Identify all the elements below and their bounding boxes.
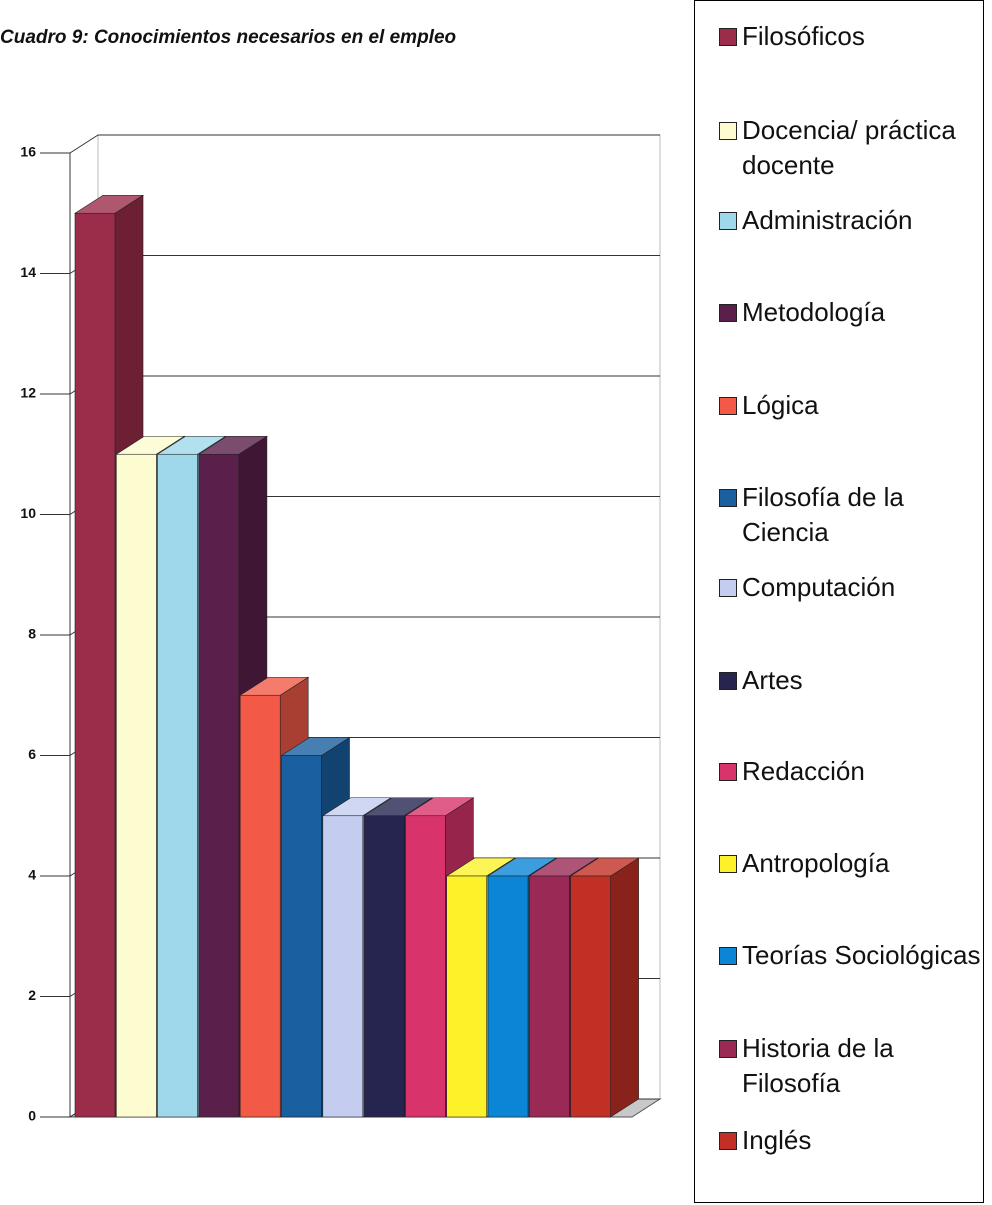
legend-swatch [719,212,737,230]
legend-label: Redacción [742,756,865,786]
legend-swatch [719,28,737,46]
bar-side [610,857,639,1118]
legend-entry: Redacción [719,754,981,789]
y-tick-label: 16 [20,144,36,160]
legend-entry: Teorías Sociológicas [719,938,981,973]
bar [239,694,281,1118]
legend-swatch [719,672,737,690]
bar [363,815,405,1118]
legend: Filosóficos Docencia/ práctica docente Adm… [694,0,984,1203]
y-tick-label: 4 [28,867,36,883]
legend-entry: Filosóficos [719,19,981,54]
legend-entry: Docencia/ práctica docente [719,113,981,183]
bar [322,815,364,1118]
legend-label: Metodología [742,297,886,327]
legend-label: Artes [742,665,803,695]
y-tick-label: 14 [20,264,36,280]
legend-entry: Computación [719,570,981,605]
legend-swatch [719,947,737,965]
legend-entry: Lógica [719,388,981,423]
legend-entry: Artes [719,663,981,698]
legend-label: Teorías Sociológicas [742,940,981,970]
legend-label: Lógica [742,390,819,420]
legend-label: Filosofía de la Ciencia [742,482,904,547]
legend-entry: Inglés [719,1123,981,1158]
bar [198,453,240,1118]
legend-label: Historia de la Filosofía [742,1033,894,1098]
legend-entry: Filosofía de la Ciencia [719,480,981,550]
legend-label: Filosóficos [742,21,865,51]
legend-label: Antropología [742,848,890,878]
bar [446,875,488,1118]
grid-line [69,134,99,154]
bar [405,815,446,1118]
bar [487,875,529,1118]
y-tick-label: 12 [20,385,36,401]
legend-label: Inglés [742,1125,812,1155]
y-tick-label: 10 [20,505,36,521]
bar [281,755,322,1118]
legend-swatch [719,489,737,507]
chart: Cuadro 9: Conocimientos necesarios en el… [0,27,662,1124]
legend-swatch [719,579,737,597]
legend-swatch [719,1132,737,1150]
bar [116,453,157,1118]
legend-label: Computación [742,572,896,602]
y-tick-label: 0 [28,1108,36,1124]
legend-swatch [719,1040,737,1058]
bar [74,212,116,1118]
legend-entry: Antropología [719,846,981,881]
bar [528,875,570,1118]
legend-swatch [719,122,737,140]
legend-swatch [719,763,737,781]
legend-swatch [719,855,737,873]
legend-entry: Metodología [719,295,981,330]
bar [157,453,198,1118]
chart-title: Cuadro 9: Conocimientos necesarios en el… [0,27,456,48]
legend-swatch [719,304,737,322]
legend-swatch [719,397,737,415]
legend-label: Administración [742,205,913,235]
y-tick-label: 6 [28,746,36,762]
y-tick-label: 8 [28,626,36,642]
legend-label: Docencia/ práctica docente [742,115,956,180]
legend-entry: Historia de la Filosofía [719,1031,981,1101]
bar [570,875,611,1118]
legend-entry: Administración [719,203,981,238]
y-tick-label: 2 [28,987,36,1003]
